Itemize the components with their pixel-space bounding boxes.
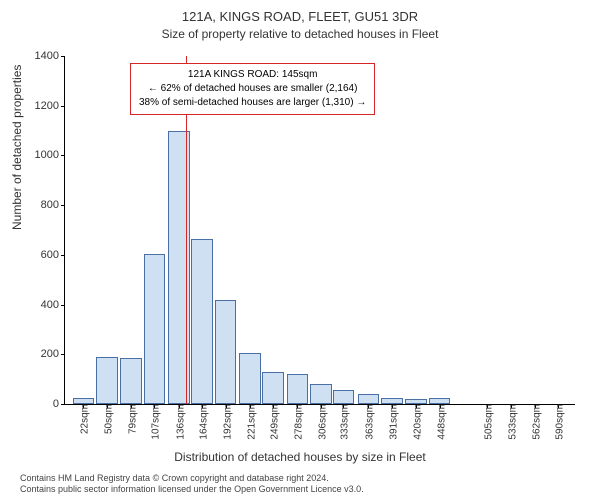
x-tick-label: 391sqm — [380, 404, 399, 440]
histogram-bar — [73, 398, 95, 404]
x-tick-label: 22sqm — [72, 404, 91, 434]
y-tick: 800 — [41, 199, 65, 211]
x-tick-label: 136sqm — [167, 404, 186, 440]
x-tick-label: 249sqm — [262, 404, 281, 440]
x-tick-label: 448sqm — [428, 404, 447, 440]
chart-subtitle: Size of property relative to detached ho… — [0, 26, 600, 43]
y-axis-label: Number of detached properties — [10, 65, 24, 230]
x-tick-label: 192sqm — [214, 404, 233, 440]
annotation-box: 121A KINGS ROAD: 145sqm← 62% of detached… — [130, 63, 375, 115]
y-tick: 1200 — [35, 100, 65, 112]
y-tick: 200 — [41, 348, 65, 360]
histogram-bar — [381, 398, 403, 404]
x-tick-label: 50sqm — [95, 404, 114, 434]
histogram-bar — [310, 384, 332, 404]
plot-area: 020040060080010001200140022sqm50sqm79sqm… — [64, 56, 575, 405]
histogram-bar — [96, 357, 118, 404]
histogram-bar — [358, 394, 380, 404]
footer-attribution: Contains HM Land Registry data © Crown c… — [20, 473, 580, 496]
footer-line-1: Contains HM Land Registry data © Crown c… — [20, 473, 329, 483]
y-tick: 600 — [41, 249, 65, 261]
x-tick-label: 420sqm — [405, 404, 424, 440]
x-tick-label: 107sqm — [143, 404, 162, 440]
histogram-bar — [405, 399, 427, 404]
annotation-line: 38% of semi-detached houses are larger (… — [139, 96, 366, 110]
x-tick-label: 278sqm — [286, 404, 305, 440]
x-tick-label: 590sqm — [547, 404, 566, 440]
y-tick: 1000 — [35, 149, 65, 161]
x-tick-label: 164sqm — [191, 404, 210, 440]
histogram-bar — [239, 353, 261, 404]
x-tick-label: 363sqm — [357, 404, 376, 440]
y-tick: 1400 — [35, 50, 65, 62]
histogram-bar — [144, 254, 166, 404]
x-tick-label: 221sqm — [238, 404, 257, 440]
x-tick-label: 306sqm — [309, 404, 328, 440]
x-axis-label: Distribution of detached houses by size … — [0, 450, 600, 464]
footer-line-2: Contains public sector information licen… — [20, 484, 364, 494]
histogram-bar — [191, 239, 213, 404]
y-tick: 400 — [41, 299, 65, 311]
x-tick-label: 505sqm — [476, 404, 495, 440]
x-tick-label: 333sqm — [332, 404, 351, 440]
x-tick-label: 79sqm — [120, 404, 139, 434]
chart-title: 121A, KINGS ROAD, FLEET, GU51 3DR — [0, 0, 600, 26]
annotation-line: 121A KINGS ROAD: 145sqm — [139, 68, 366, 82]
x-tick-label: 533sqm — [499, 404, 518, 440]
histogram-bar — [287, 374, 309, 404]
annotation-line: ← 62% of detached houses are smaller (2,… — [139, 82, 366, 96]
histogram-bar — [429, 398, 451, 404]
histogram-bar — [262, 372, 284, 404]
y-tick: 0 — [53, 398, 65, 410]
x-tick-label: 562sqm — [523, 404, 542, 440]
histogram-bar — [120, 358, 142, 404]
histogram-bar — [215, 300, 237, 404]
histogram-bar — [333, 390, 355, 404]
